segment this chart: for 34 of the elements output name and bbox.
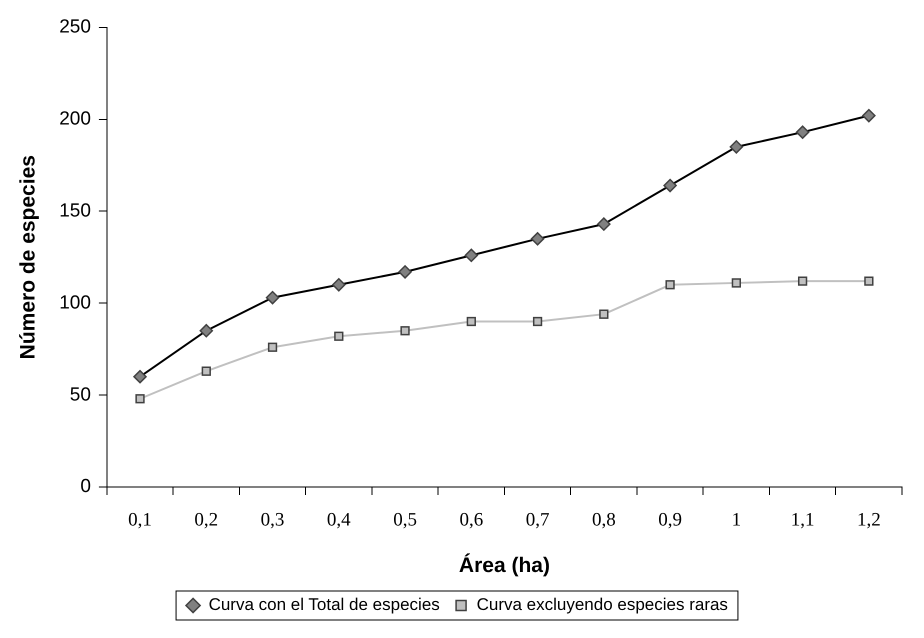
- y-tick-label: 150: [59, 200, 91, 222]
- point: [135, 394, 145, 404]
- x-axis-title: Área (ha): [458, 553, 550, 578]
- x-tick-label: 0,2: [194, 509, 218, 530]
- point: [400, 326, 410, 336]
- point: [202, 366, 211, 376]
- x-tick-label: 0,3: [260, 509, 284, 530]
- point: [466, 316, 476, 326]
- point: [268, 342, 278, 352]
- point: [864, 276, 874, 286]
- x-tick-label: 1: [732, 509, 742, 530]
- point: [665, 280, 675, 290]
- y-tick-label: 200: [59, 108, 91, 130]
- y-tick-label: 50: [70, 384, 91, 406]
- x-tick-label: 1,2: [856, 509, 881, 530]
- y-tick-label: 250: [59, 16, 91, 38]
- point: [798, 276, 808, 286]
- x-tick-label: 1,1: [790, 509, 814, 530]
- y-axis-title: Número de especies: [16, 155, 40, 360]
- x-tick-label: 0,7: [526, 509, 550, 530]
- legend-label: Curva excluyendo especies raras: [476, 595, 728, 614]
- point: [334, 332, 344, 341]
- y-tick-label: 0: [80, 476, 91, 498]
- x-tick-label: 0,1: [128, 509, 152, 530]
- x-tick-label: 0,9: [658, 509, 682, 530]
- x-tick-label: 0,4: [326, 509, 352, 530]
- x-tick-label: 0,8: [592, 509, 616, 530]
- legend-label: Curva con el Total de especies: [208, 595, 440, 614]
- point: [732, 278, 741, 288]
- x-tick-label: 0,5: [393, 509, 417, 530]
- y-tick-label: 100: [59, 292, 91, 314]
- x-tick-label: 0,6: [459, 509, 484, 530]
- point: [599, 310, 608, 319]
- point: [532, 316, 542, 326]
